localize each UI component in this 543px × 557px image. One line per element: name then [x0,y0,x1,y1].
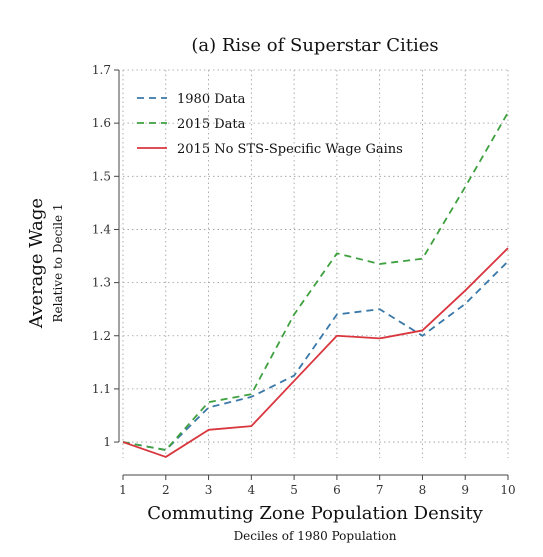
y-tick-label: 1.2 [92,329,111,343]
x-tick-label: 2 [162,483,170,497]
x-tick-label: 7 [376,483,384,497]
x-tick-label: 1 [119,483,127,497]
y-tick-label: 1.1 [92,382,111,396]
legend-label-1: 1980 Data [177,92,246,107]
x-axis-subtitle: Deciles of 1980 Population [234,529,397,543]
tick-labels: 1 1.1 1.2 1.3 1.4 1.5 1.6 1.7 1 2 3 4 5 6 7 8 9 10 [92,63,516,497]
y-axis-title: Average Wage [26,198,47,329]
legend-label-3: 2015 No STS-Specific Wage Gains [177,142,403,157]
y-tick-label: 1.3 [92,276,111,290]
x-tick-label: 5 [290,483,298,497]
x-tick-label: 8 [419,483,427,497]
series-line-2 [122,112,509,451]
x-tick-label: 6 [333,483,341,497]
x-tick-label: 4 [248,483,256,497]
y-tick-label: 1.6 [92,116,111,130]
y-axis-subtitle: Relative to Decile 1 [51,203,65,322]
chart-title: (a) Rise of Superstar Cities [191,35,438,56]
x-tick-label: 9 [461,483,469,497]
y-tick-label: 1 [103,435,111,449]
series-line-1 [122,260,509,451]
y-tick-label: 1.5 [92,169,111,183]
y-tick-label: 1.4 [92,222,111,236]
legend: 1980 Data 2015 Data 2015 No STS-Specific W… [137,92,403,157]
axes [114,69,509,480]
y-tick-label: 1.7 [92,63,111,77]
series-line-3 [122,247,509,458]
x-tick-label: 3 [205,483,213,497]
x-tick-label: 10 [500,483,515,497]
legend-label-2: 2015 Data [177,117,246,132]
series-lines [122,112,509,458]
x-axis-title: Commuting Zone Population Density [147,503,483,524]
